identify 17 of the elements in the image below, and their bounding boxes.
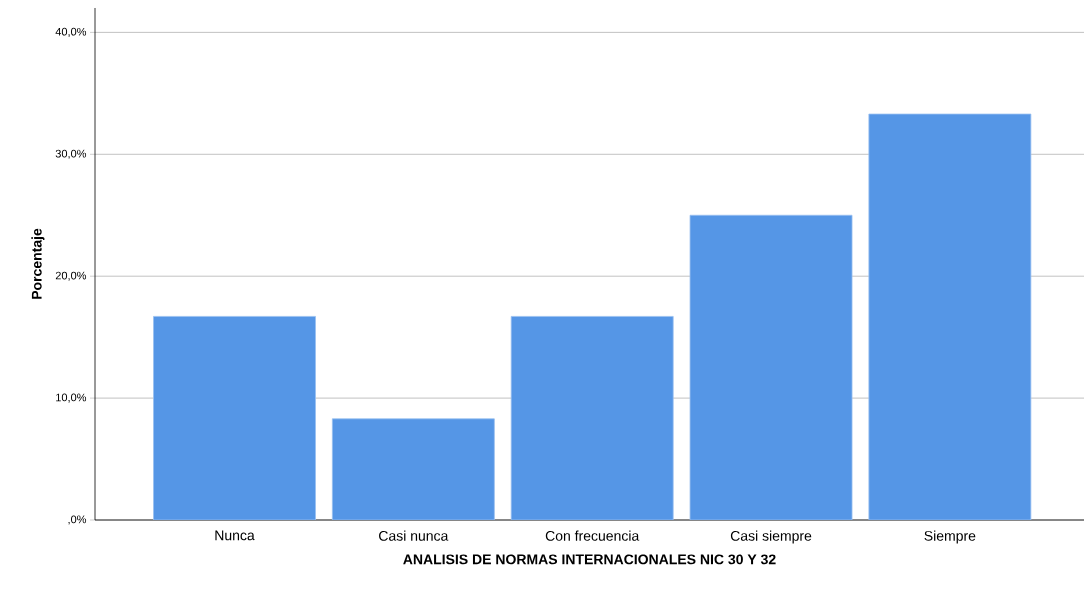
x-tick-label: Casi nunca (379, 530, 449, 541)
y-axis-title: Porcentaje (31, 228, 45, 299)
bar (689, 214, 853, 520)
x-tick-label: Nunca (215, 530, 255, 541)
x-tick-label: Con frecuencia (545, 530, 640, 541)
y-tick-label: 10,0% (56, 393, 87, 403)
x-axis-title: ANALISIS DE NORMAS INTERNACIONALES NIC 30 Y 32 (403, 554, 776, 565)
x-tick-label: Siempre (924, 530, 976, 544)
x-tick-label: Casi siempre (730, 530, 812, 544)
bar (868, 113, 1032, 520)
bar (510, 316, 674, 520)
bar (153, 316, 316, 520)
y-tick-label: 40,0% (55, 27, 87, 37)
y-tick-label: 30,0% (55, 149, 87, 159)
y-tick-label: ,0% (68, 515, 87, 525)
bar (331, 418, 495, 520)
y-tick-label: 20,0% (55, 271, 87, 281)
